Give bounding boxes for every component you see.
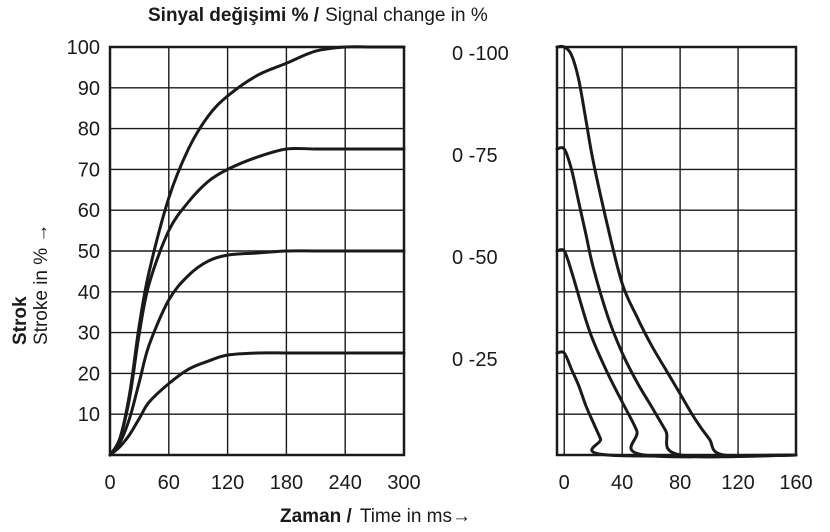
y-axis-label-normal: Stroke in % → [31,224,52,345]
x-axis-label-bold: Zaman / [280,506,353,527]
rise-curve-0-50 [108,249,406,457]
rise-curve-0-25 [108,351,406,457]
fall-x-tick-label: 160 [779,472,812,494]
rise-y-tick-label: 40 [78,282,100,304]
rise-y-tick-label: 90 [78,78,100,100]
rise-x-tick-label: 180 [270,472,303,494]
rise-x-tick-label: 240 [329,472,362,494]
chart-title-bold: Sinyal değişimi % / [148,5,320,26]
rise-y-tick-label: 60 [78,200,100,222]
fall-x-tick-label: 120 [721,472,754,494]
rise-plot-frame [108,45,406,457]
fall-gridlines [557,47,796,455]
x-axis-label: Zaman / Time in ms→ [280,506,471,527]
rise-x-tick-label: 300 [387,472,420,494]
stroke-fall-panel: 0 40 80 120 160 [555,44,813,494]
rise-curve-0-75 [108,146,406,457]
rise-x-tick-label: 0 [104,472,115,494]
rise-x-tick-labels: 0 60 120 180 240 300 [104,472,420,494]
fall-curves [555,44,798,459]
rise-y-tick-label: 10 [78,404,100,426]
signal-range-label: 0 -75 [452,145,498,167]
rise-y-tick-label: 70 [78,159,100,181]
rise-y-tick-label: 80 [78,119,100,141]
x-axis-label-normal: Time in ms→ [360,506,471,527]
fall-x-tick-label: 0 [559,472,570,494]
stroke-rise-panel: 10 20 30 40 50 60 70 80 90 100 0 60 120 180 240 300 [67,37,421,494]
signal-range-labels: 0 -100 0 -75 0 -50 0 -25 [452,43,509,371]
fall-plot-frame [555,45,798,457]
fall-curve-0-50 [555,248,798,459]
rise-x-tick-label: 120 [211,472,244,494]
rise-gridlines [110,47,404,455]
signal-range-label: 0 -50 [452,247,498,269]
rise-x-tick-label: 60 [158,472,180,494]
rise-y-tick-label: 50 [78,241,100,263]
rise-y-tick-label: 20 [78,363,100,385]
fall-x-tick-labels: 0 40 80 120 160 [559,472,813,494]
fall-curve-0-25 [555,350,798,458]
fall-curve-0-100 [555,44,798,458]
rise-y-tick-label: 30 [78,323,100,345]
signal-range-label: 0 -100 [452,43,509,65]
y-axis-label-bold: Strok [10,296,31,345]
signal-range-label: 0 -25 [452,349,498,371]
rise-y-tick-labels: 10 20 30 40 50 60 70 80 90 100 [67,37,100,426]
chart-title: Sinyal değişimi % / Signal change in % [148,5,488,26]
rise-y-tick-label: 100 [67,37,100,59]
chart-title-normal: Signal change in % [325,5,488,26]
fall-x-tick-label: 80 [669,472,691,494]
fall-curve-0-75 [555,146,798,459]
fall-x-tick-label: 40 [611,472,633,494]
